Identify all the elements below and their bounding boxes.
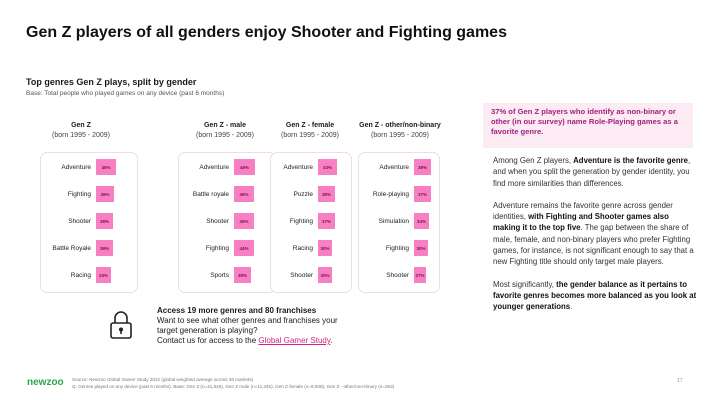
genre-bar: 30%	[414, 240, 428, 256]
source-note: Source: Newzoo Global Gamer Study 2022 (…	[72, 376, 394, 390]
chart-base: Base: Total people who played games on a…	[26, 90, 225, 97]
global-gamer-study-link[interactable]: Global Gamer Study	[258, 336, 331, 345]
column-title: Gen Z	[71, 122, 91, 129]
promo-line: target generation is playing?	[157, 326, 258, 335]
chart-subtitle: Top genres Gen Z plays, split by gender	[26, 77, 197, 87]
genre-bar: 37%	[414, 186, 431, 202]
column-title: Gen Z - female	[285, 122, 335, 129]
genre-bar: 45%	[234, 213, 254, 229]
promo-end: .	[330, 336, 333, 345]
genre-bar: 37%	[318, 213, 335, 229]
genre-label: Adventure	[379, 163, 409, 171]
newzoo-logo: newzoo	[27, 377, 64, 388]
genre-label: Battle Royale	[52, 244, 91, 252]
genre-label: Fighting	[67, 190, 91, 198]
genre-bar: 43%	[318, 159, 337, 175]
column-years: (born 1995 - 2009)	[371, 132, 429, 139]
genre-bar: 38%	[318, 186, 335, 202]
genre-card: Adventure 43% Puzzle 38% Fighting 37% Racing 30…	[270, 152, 352, 293]
promo-line: Want to see what other genres and franch…	[157, 316, 338, 325]
genre-row: Racing 30%	[271, 240, 351, 256]
genre-label: Shooter	[290, 271, 313, 279]
genre-bar: 27%	[414, 267, 426, 283]
genre-label: Shooter	[206, 217, 229, 225]
column-header: Gen Z - other/non-binary (born 1995 - 200…	[345, 121, 455, 141]
genre-row: Battle Royale 38%	[41, 240, 137, 256]
genre-bar: 34%	[414, 213, 429, 229]
commentary: Among Gen Z players, Adventure is the fa…	[493, 155, 698, 324]
genre-bar: 30%	[318, 240, 332, 256]
genre-row: Role-playing 37%	[359, 186, 439, 202]
genre-label: Simulation	[378, 217, 409, 225]
column-years: (born 1995 - 2009)	[196, 132, 254, 139]
column-title: Gen Z - male	[203, 122, 246, 129]
genre-row: Shooter 30%	[271, 267, 351, 283]
genre-label: Shooter	[68, 217, 91, 225]
genre-row: Puzzle 38%	[271, 186, 351, 202]
page-title: Gen Z players of all genders enjoy Shoot…	[26, 24, 507, 41]
genre-bar: 30%	[318, 267, 332, 283]
genre-label: Fighting	[385, 244, 409, 252]
column-header: Gen Z - male (born 1995 - 2009)	[170, 121, 280, 141]
genre-row: Battle royale 45%	[179, 186, 275, 202]
genre-row: Shooter 27%	[359, 267, 439, 283]
genre-label: Adventure	[199, 163, 229, 171]
genre-row: Adventure 38%	[359, 159, 439, 175]
paragraph: Adventure remains the favorite genre acr…	[493, 200, 694, 267]
genre-label: Shooter	[386, 271, 409, 279]
genre-row: Adventure 43%	[271, 159, 351, 175]
paragraph: Most significantly, the gender balance a…	[493, 279, 697, 312]
promo-text: Access 19 more genres and 80 franchises …	[157, 306, 338, 346]
genre-row: Adventure 46%	[179, 159, 275, 175]
genre-label: Racing	[292, 244, 313, 252]
genre-card: Adventure 45% Fighting 39% Shooter 38% Battle …	[40, 152, 138, 293]
source-line: Source: Newzoo Global Gamer Study 2022 (…	[72, 377, 254, 382]
genre-row: Fighting 39%	[41, 186, 137, 202]
genre-card: Adventure 38% Role-playing 37% Simulation 34%…	[358, 152, 440, 293]
genre-label: Puzzle	[293, 190, 313, 198]
page-number: 17	[677, 378, 683, 384]
promo-line: Contact us for access to the	[157, 336, 259, 345]
genre-bar: 33%	[96, 267, 111, 283]
genre-row: Simulation 34%	[359, 213, 439, 229]
genre-bar: 38%	[96, 213, 113, 229]
genre-bar: 45%	[96, 159, 116, 175]
paragraph: Among Gen Z players, Adventure is the fa…	[493, 156, 691, 188]
genre-row: Sports 38%	[179, 267, 275, 283]
genre-bar: 44%	[234, 240, 254, 256]
genre-bar: 46%	[234, 159, 255, 175]
genre-label: Adventure	[283, 163, 313, 171]
genre-bar: 45%	[234, 186, 254, 202]
genre-label: Adventure	[61, 163, 91, 171]
genre-row: Shooter 45%	[179, 213, 275, 229]
genre-label: Fighting	[289, 217, 313, 225]
genre-bar: 38%	[414, 159, 431, 175]
genre-label: Fighting	[205, 244, 229, 252]
genre-row: Fighting 44%	[179, 240, 275, 256]
genre-bar: 39%	[96, 186, 114, 202]
genre-row: Racing 33%	[41, 267, 137, 283]
genre-label: Racing	[70, 271, 91, 279]
genre-row: Shooter 38%	[41, 213, 137, 229]
genre-label: Sports	[210, 271, 229, 279]
lock-icon	[108, 310, 134, 345]
column-years: (born 1995 - 2009)	[281, 132, 339, 139]
column-years: (born 1995 - 2009)	[52, 132, 110, 139]
callout-box: 37% of Gen Z players who identify as non…	[483, 103, 693, 148]
promo-heading: Access 19 more genres and 80 franchises	[157, 306, 317, 315]
genre-card: Adventure 46% Battle royale 45% Shooter 45% Fi…	[178, 152, 276, 293]
genre-row: Fighting 30%	[359, 240, 439, 256]
genre-bar: 38%	[96, 240, 113, 256]
column-title: Gen Z - other/non-binary	[359, 122, 441, 129]
question-line: Q. Genres played on any device (past 6 m…	[72, 384, 395, 389]
genre-label: Role-playing	[372, 190, 409, 198]
column-header: Gen Z - female (born 1995 - 2009)	[255, 121, 365, 141]
genre-bar: 38%	[234, 267, 251, 283]
genre-label: Battle royale	[192, 190, 229, 198]
genre-row: Fighting 37%	[271, 213, 351, 229]
column-header: Gen Z (born 1995 - 2009)	[26, 121, 136, 141]
genre-row: Adventure 45%	[41, 159, 137, 175]
